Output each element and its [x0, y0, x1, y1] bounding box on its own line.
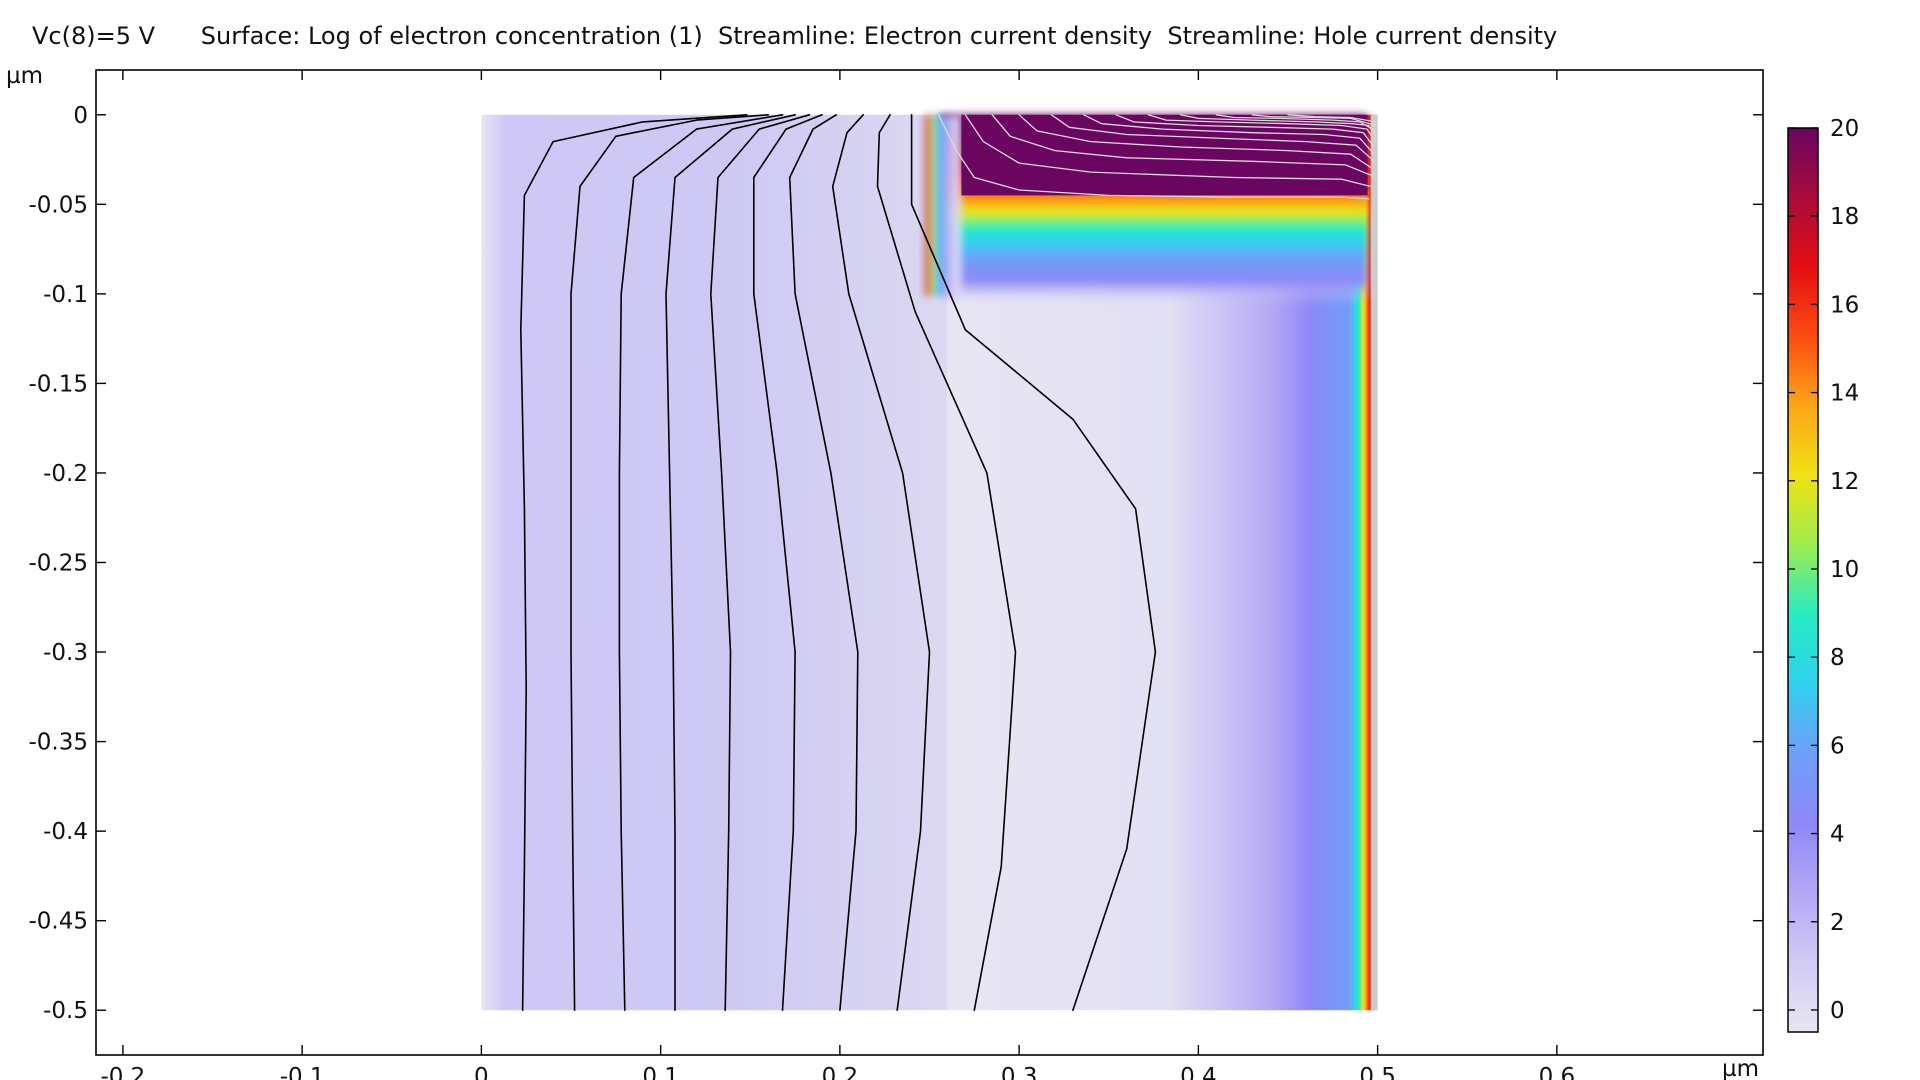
x-tick-label: 0 [474, 1064, 489, 1080]
y-tick-label: -0.25 [28, 551, 88, 577]
streamline-electron-4 [665, 114, 796, 1012]
y-axis-unit: µm [6, 63, 43, 89]
streamline-electron-9 [876, 114, 1017, 1012]
hole-streamlines [937, 114, 1377, 200]
x-axis-ticks: -0.2 -0.1 0 0.1 0.2 0.3 0.4 0.5 0.6 [100, 70, 1575, 1080]
streamline-electron-8 [831, 114, 931, 1012]
colorbar-ticks: 0 2 4 6 8 10 12 14 16 18 20 [1788, 116, 1859, 1024]
surface-junction-edge [925, 114, 962, 296]
streamline-hole-10 [1215, 114, 1377, 132]
streamline-electron-5 [709, 114, 811, 1012]
streamline-electron-1 [519, 114, 748, 1012]
y-tick-label: -0.3 [43, 640, 88, 666]
x-tick-label: 0.6 [1539, 1064, 1576, 1080]
surface-channel-core [961, 114, 1368, 196]
colorbar-tick-label: 18 [1830, 204, 1859, 230]
electron-streamlines [519, 114, 1157, 1012]
x-tick-label: 0.2 [822, 1064, 859, 1080]
streamline-electron-7 [788, 114, 859, 1012]
colorbar-tick-label: 16 [1830, 292, 1859, 318]
streamline-hole-1 [937, 114, 1370, 200]
y-tick-label: 0 [73, 103, 88, 129]
y-tick-label: -0.35 [28, 730, 88, 756]
x-tick-label: 0.1 [642, 1064, 679, 1080]
colorbar-tick-label: 14 [1830, 381, 1859, 407]
streamline-hole-8 [1147, 114, 1377, 143]
x-tick-label: -0.1 [280, 1064, 325, 1080]
y-tick-label: -0.1 [43, 282, 88, 308]
colorbar-tick-label: 0 [1830, 998, 1845, 1024]
y-tick-label: -0.2 [43, 461, 88, 487]
colorbar-tick-label: 6 [1830, 733, 1845, 759]
colorbar: 0 2 4 6 8 10 12 14 16 18 20 [1787, 116, 1859, 1033]
y-axis-ticks: 0 -0.05 -0.1 -0.15 -0.2 -0.25 -0.3 -0.35 -0.4 -0.… [28, 103, 1763, 1024]
plot-title: Vc(8)=5 V Surface: Log of electron conce… [32, 22, 1558, 50]
streamline-electron-2 [570, 114, 770, 1012]
x-tick-label: 0.3 [1001, 1064, 1038, 1080]
surface-contact-edge [1370, 114, 1378, 1011]
colorbar-tick-label: 12 [1830, 469, 1859, 495]
streamline-hole-6 [1083, 114, 1375, 155]
y-tick-label: -0.15 [28, 371, 88, 397]
x-tick-label: 0.4 [1180, 1064, 1217, 1080]
streamline-hole-3 [991, 114, 1373, 177]
streamline-hole-2 [964, 114, 1372, 188]
surface-heatmap [481, 114, 1378, 1011]
streamline-hole-4 [1018, 114, 1373, 170]
colorbar-tick-label: 2 [1830, 910, 1845, 936]
y-tick-label: -0.5 [43, 998, 88, 1024]
streamline-hole-11 [1251, 114, 1377, 127]
streamline-electron-3 [618, 114, 784, 1012]
streamline-hole-7 [1115, 114, 1375, 148]
streamline-hole-9 [1179, 114, 1377, 137]
colorbar-tick-label: 10 [1830, 557, 1859, 583]
y-tick-label: -0.4 [43, 819, 88, 845]
x-tick-label: -0.2 [100, 1064, 145, 1080]
streamline-electron-10 [910, 114, 1157, 1012]
y-tick-label: -0.45 [28, 909, 88, 935]
colorbar-tick-label: 20 [1830, 116, 1859, 142]
x-tick-label: 0.5 [1359, 1064, 1396, 1080]
streamline-electron-6 [752, 114, 823, 1012]
colorbar-bar [1787, 127, 1819, 1033]
streamline-hole-5 [1050, 114, 1375, 162]
surface-left-region [481, 114, 948, 1011]
y-tick-label: -0.05 [28, 192, 88, 218]
streamline-hole-12 [1287, 114, 1377, 123]
x-axis-unit: µm [1722, 1056, 1759, 1080]
colorbar-tick-label: 8 [1830, 645, 1845, 671]
colorbar-tick-label: 4 [1830, 822, 1845, 848]
